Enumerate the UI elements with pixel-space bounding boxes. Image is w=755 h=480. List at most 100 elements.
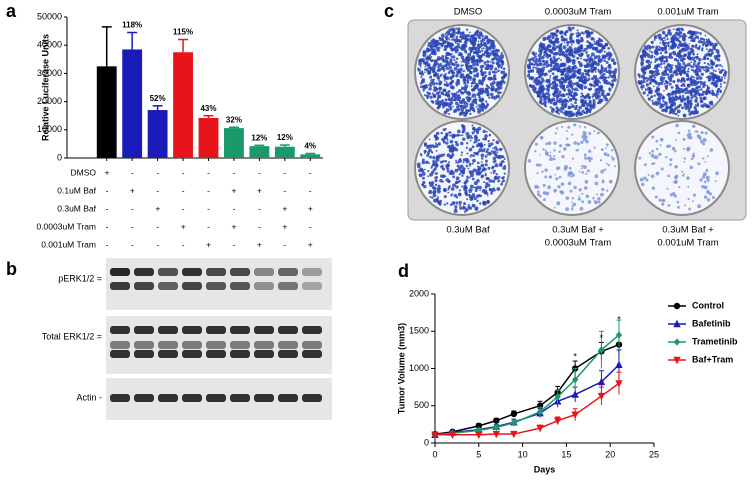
colony [642,65,645,68]
colony [573,50,577,54]
colony [534,184,539,189]
colony [670,37,675,41]
colony [452,71,456,75]
table-mark: - [207,167,210,177]
colony [679,34,683,38]
colony [651,45,655,49]
colony [465,66,470,71]
colony [567,26,572,31]
colony [568,80,571,83]
colony [496,187,501,191]
colony [566,56,570,60]
colony [696,62,700,67]
colony [593,84,596,88]
colony [559,175,562,179]
colony [453,59,456,62]
colony [454,60,458,64]
colony [466,135,469,138]
colony [597,131,600,135]
colony [588,43,591,46]
colony [668,97,671,101]
colony [568,67,571,70]
colony [437,201,442,205]
colony [708,64,711,67]
colony [607,63,612,67]
well-label: 0.0003uM Tram [545,7,612,18]
colony [659,144,662,147]
colony [434,172,437,175]
colony [480,49,484,52]
colony [716,77,721,82]
colony [571,197,575,200]
colony [435,149,438,152]
colony [613,165,616,168]
table-mark: - [258,203,261,213]
colony [484,189,488,193]
colony [613,61,617,65]
colony [464,190,468,194]
colony [654,89,659,94]
colony [436,97,440,100]
colony [666,187,669,190]
colony [702,98,705,100]
colony [603,69,606,73]
colony [491,61,495,65]
colony [427,175,430,178]
colony [489,67,493,71]
colony [660,59,664,63]
colony [674,106,678,111]
colony [443,88,447,92]
colony [484,134,488,138]
bar-annotation: 12% [277,133,293,142]
colony [581,200,585,204]
well-group [414,24,730,216]
colony [486,60,490,64]
y-tick-label: 10000 [37,124,62,134]
blot-band [254,282,274,290]
colony [583,111,586,114]
colony [455,63,460,68]
colony [471,80,476,85]
colony [661,202,665,206]
colony [577,32,582,37]
colony [446,92,450,97]
colony [560,93,565,98]
blot-band [134,341,154,349]
colony [648,50,651,53]
series-line [434,343,620,435]
colony [681,94,685,98]
colony [580,31,584,35]
colony [420,79,425,84]
colony [546,92,550,96]
colony [441,99,444,101]
colony [460,64,463,67]
colony [598,37,601,41]
colony [490,50,494,54]
colony [718,54,721,57]
colony [706,198,711,202]
colony [651,186,656,190]
colony [475,49,480,54]
colony [475,171,480,176]
colony [459,206,463,210]
y-tick-label: 0 [424,437,429,447]
colony [490,192,493,195]
colony [446,52,451,56]
table-mark: - [207,185,210,195]
colony [563,41,566,44]
colony [549,154,552,158]
colony [462,206,466,210]
colony [571,133,574,136]
colony [535,90,540,95]
colony [561,72,564,76]
colony [422,89,425,92]
colony [572,112,576,117]
colony [502,67,506,71]
colony [670,46,675,50]
bar-annotation: 52% [150,94,166,103]
colony [450,80,454,84]
colony [439,74,442,78]
colony [561,125,564,128]
colony [683,157,686,160]
colony [697,85,702,89]
